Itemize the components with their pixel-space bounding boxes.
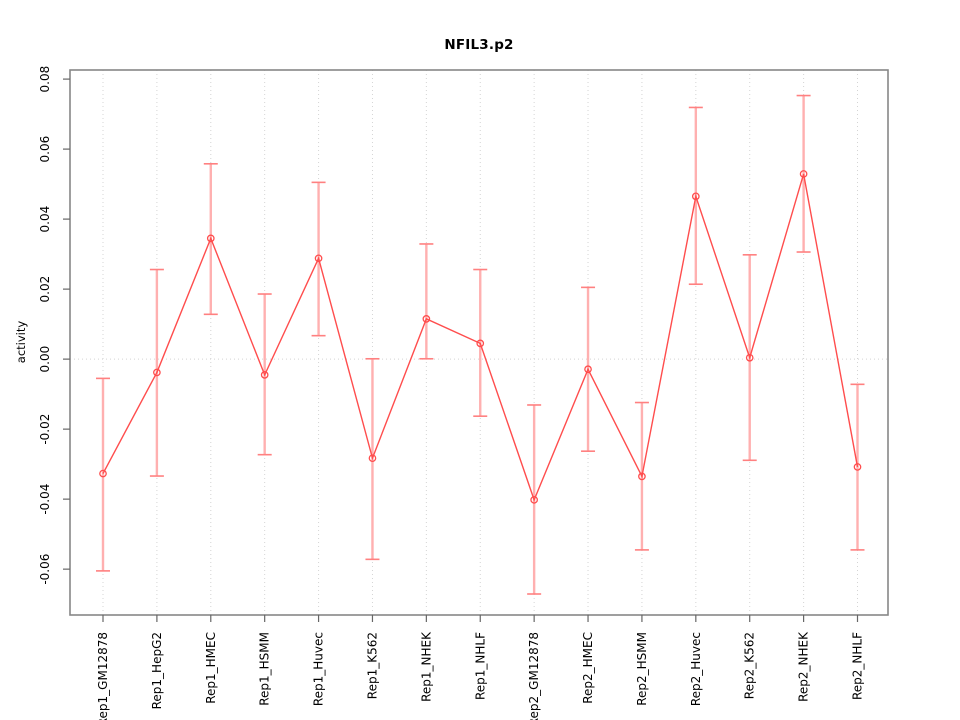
- x-tick-label: Rep1_HMEC: [204, 632, 218, 704]
- x-tick-label: Rep1_NHLF: [473, 632, 487, 700]
- data-point: [799, 170, 808, 178]
- data-point: [368, 454, 377, 463]
- x-tick-label: Rep1_HSMM: [258, 632, 272, 706]
- data-point: [314, 254, 323, 263]
- data-line: [102, 173, 859, 502]
- x-tick-label: Rep1_GM12878: [96, 632, 110, 720]
- y-tick-label: -0.06: [38, 554, 52, 585]
- y-tick-label: 0.00: [38, 346, 52, 373]
- y-tick-label: 0.08: [38, 66, 52, 93]
- data-point: [745, 353, 754, 362]
- y-tick-label: 0.06: [38, 136, 52, 163]
- data-point: [476, 339, 485, 348]
- y-axis-title: activity: [14, 320, 28, 364]
- x-tick-label: Rep1_Huvec: [312, 632, 326, 706]
- x-tick-label: Rep2_HMEC: [581, 632, 595, 704]
- x-tick-label: Rep2_HSMM: [635, 632, 649, 706]
- data-point: [206, 234, 215, 243]
- data-point: [691, 192, 700, 201]
- y-tick-label: -0.02: [38, 414, 52, 445]
- data-point: [584, 365, 592, 374]
- data-point: [153, 368, 161, 377]
- chart-title: NFIL3.p2: [444, 37, 514, 53]
- data-point: [99, 469, 107, 478]
- x-tick-label: Rep2_Huvec: [689, 632, 703, 706]
- x-tick-label: Rep1_NHEK: [419, 631, 433, 702]
- x-tick-label: Rep2_K562: [743, 632, 757, 699]
- x-tick-label: Rep2_NHLF: [851, 632, 865, 700]
- data-point: [260, 371, 269, 379]
- data-point: [422, 315, 431, 323]
- x-tick-label: Rep1_HepG2: [150, 632, 164, 709]
- y-tick-label: 0.02: [38, 276, 52, 303]
- data-point: [530, 495, 538, 504]
- x-tick-label: Rep1_K562: [365, 632, 379, 699]
- x-tick-label: Rep2_NHEK: [797, 631, 811, 702]
- y-tick-label: -0.04: [38, 484, 52, 515]
- data-point: [638, 472, 646, 481]
- plot-frame: [69, 69, 889, 616]
- data-point: [853, 463, 862, 471]
- y-tick-label: 0.04: [38, 206, 52, 233]
- x-tick-label: Rep2_GM12878: [527, 632, 541, 720]
